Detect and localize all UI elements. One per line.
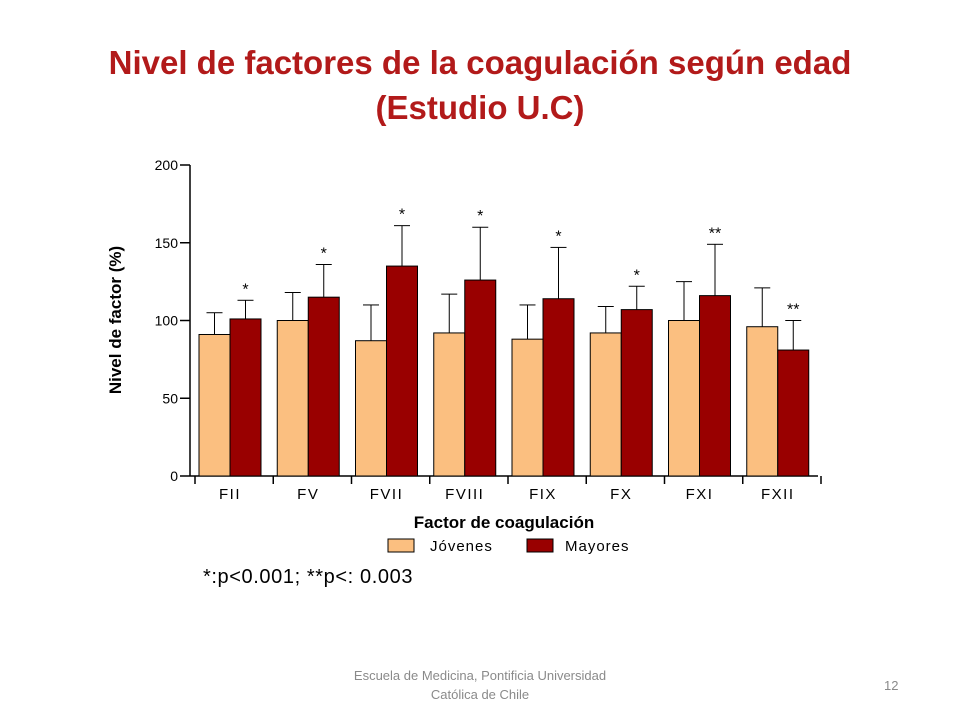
bar-jovenes: [589, 332, 622, 477]
slide-title: Nivel de factores de la coagulación segú…: [40, 40, 920, 130]
y-tick-label: 100: [155, 313, 179, 329]
significance-mark: *: [477, 208, 483, 225]
bar-mayores: [620, 309, 653, 477]
bar-mayores: [229, 318, 262, 477]
legend-swatch-mayores: [526, 538, 554, 553]
x-tick-label: FXI: [686, 486, 714, 503]
bar-jovenes: [746, 326, 779, 477]
y-tick-label: 0: [170, 468, 178, 484]
significance-mark: *: [634, 267, 640, 284]
significance-mark: *: [399, 207, 405, 224]
x-axis-title: Factor de coagulación: [414, 513, 594, 532]
page-number: 12: [884, 678, 899, 693]
legend-label-mayores: Mayores: [565, 538, 630, 555]
x-tick-label: FIX: [529, 486, 557, 503]
footer-line1: Escuela de Medicina, Pontificia Universi…: [353, 668, 607, 683]
bar-mayores: [464, 279, 497, 477]
x-tick-label: FXII: [761, 486, 795, 503]
significance-note: *:p<0.001; **p<: 0.003: [203, 566, 414, 588]
bar-jovenes: [433, 332, 466, 477]
y-tick-label: 150: [155, 235, 179, 251]
footer-line2: Católica de Chile: [430, 687, 530, 702]
bar-jovenes: [511, 338, 544, 477]
bar-mayores: [542, 298, 575, 477]
bar-jovenes: [198, 333, 231, 477]
significance-mark: *: [321, 246, 327, 263]
bar-jovenes: [668, 320, 700, 477]
bar-mayores: [307, 296, 340, 477]
slide-title-line1: Nivel de factores de la coagulación segú…: [108, 44, 852, 81]
y-tick-label: 50: [162, 390, 178, 406]
y-axis-title: Nivel de factor (%): [106, 246, 125, 394]
x-tick-label: FX: [610, 486, 632, 503]
legend-label-jovenes: Jóvenes: [430, 538, 493, 555]
slide-title-line2: (Estudio U.C): [375, 89, 585, 126]
bar-mayores: [699, 295, 731, 477]
x-tick-label: FV: [297, 486, 319, 503]
legend-swatch-jovenes: [387, 538, 415, 553]
bar-mayores: [386, 265, 418, 477]
x-tick-label: FVIII: [445, 486, 484, 503]
y-tick-label: 200: [155, 157, 179, 173]
x-tick-label: FII: [219, 486, 241, 503]
bar-jovenes: [276, 320, 309, 477]
bar-mayores: [777, 349, 810, 477]
significance-mark: *: [555, 228, 561, 245]
significance-mark: **: [787, 302, 799, 319]
significance-mark: *: [242, 281, 248, 298]
bar-jovenes: [355, 340, 387, 477]
significance-mark: **: [709, 225, 721, 242]
x-tick-label: FVII: [370, 486, 404, 503]
footer-text: Escuela de Medicina, Pontificia Universi…: [330, 666, 630, 704]
